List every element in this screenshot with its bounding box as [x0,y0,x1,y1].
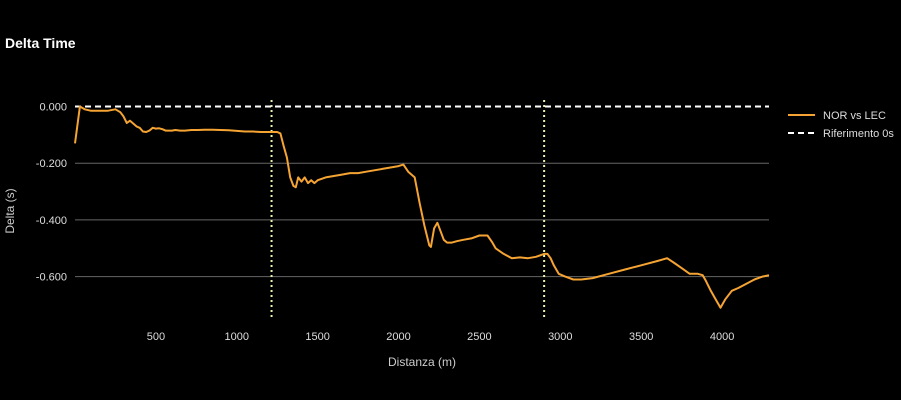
x-tick-label: 1500 [305,331,329,343]
grid-layer [75,162,769,278]
x-tick-label: 4000 [710,331,734,343]
series-layer [74,105,770,309]
x-tick-label: 2500 [467,331,491,343]
y-tick-label: -0.400 [36,215,67,227]
legend-label-series: NOR vs LEC [823,110,886,122]
x-tick-label: 3500 [629,331,653,343]
legend: NOR vs LEC Riferimento 0s [788,110,894,140]
tick-labels: 0.000 -0.200 -0.400 -0.600 500 1000 1500 2000 25… [36,102,735,343]
vertical-markers [270,100,546,320]
x-axis-label: Distanza (m) [388,355,456,369]
y-tick-label: 0.000 [39,102,67,114]
x-tick-label: 500 [147,331,165,343]
y-tick-label: -0.200 [36,158,67,170]
x-tick-label: 3000 [548,331,572,343]
x-tick-label: 2000 [386,331,410,343]
legend-label-reference: Riferimento 0s [823,128,894,140]
chart-title: Delta Time [5,35,76,51]
x-tick-label: 1000 [225,331,249,343]
series-line [74,105,770,309]
y-tick-label: -0.600 [36,272,67,284]
y-axis-label: Delta (s) [3,188,17,233]
